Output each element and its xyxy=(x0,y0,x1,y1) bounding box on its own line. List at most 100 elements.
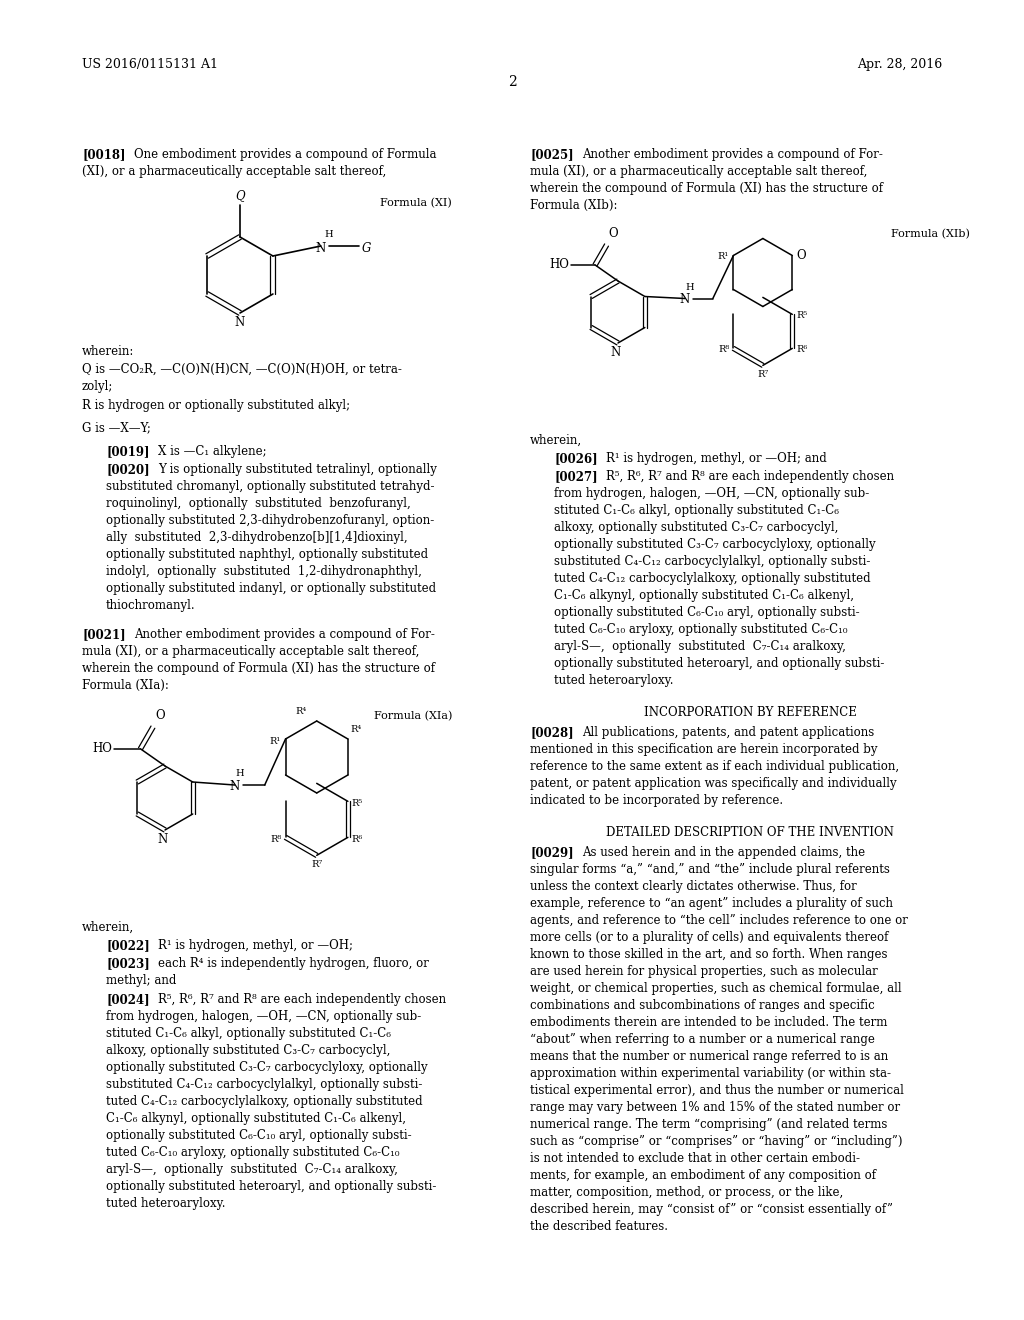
Text: O: O xyxy=(608,227,618,240)
Text: optionally substituted heteroaryl, and optionally substi-: optionally substituted heteroaryl, and o… xyxy=(106,1180,436,1193)
Text: Apr. 28, 2016: Apr. 28, 2016 xyxy=(857,58,942,71)
Text: tuted C₄-C₁₂ carbocyclylalkoxy, optionally substituted: tuted C₄-C₁₂ carbocyclylalkoxy, optional… xyxy=(554,572,870,585)
Text: [0025]: [0025] xyxy=(530,148,573,161)
Text: HO: HO xyxy=(549,259,569,272)
Text: “about” when referring to a number or a numerical range: “about” when referring to a number or a … xyxy=(530,1034,874,1045)
Text: optionally substituted indanyl, or optionally substituted: optionally substituted indanyl, or optio… xyxy=(106,582,436,595)
Text: combinations and subcombinations of ranges and specific: combinations and subcombinations of rang… xyxy=(530,999,874,1012)
Text: R⁴: R⁴ xyxy=(296,708,307,715)
Text: [0028]: [0028] xyxy=(530,726,573,739)
Text: R⁸: R⁸ xyxy=(718,345,729,354)
Text: example, reference to “an agent” includes a plurality of such: example, reference to “an agent” include… xyxy=(530,898,893,909)
Text: approximation within experimental variability (or within sta-: approximation within experimental variab… xyxy=(530,1067,891,1080)
Text: aryl-S—,  optionally  substituted  C₇-C₁₄ aralkoxy,: aryl-S—, optionally substituted C₇-C₁₄ a… xyxy=(554,640,846,653)
Text: numerical range. The term “comprising” (and related terms: numerical range. The term “comprising” (… xyxy=(530,1118,888,1131)
Text: tuted heteroaryloxy.: tuted heteroaryloxy. xyxy=(554,675,674,686)
Text: stituted C₁-C₆ alkyl, optionally substituted C₁-C₆: stituted C₁-C₆ alkyl, optionally substit… xyxy=(106,1027,391,1040)
Text: N: N xyxy=(611,346,622,359)
Text: from hydrogen, halogen, —OH, —CN, optionally sub-: from hydrogen, halogen, —OH, —CN, option… xyxy=(106,1010,421,1023)
Text: Formula (XIa): Formula (XIa) xyxy=(374,711,452,721)
Text: substituted C₄-C₁₂ carbocyclylalkyl, optionally substi-: substituted C₄-C₁₂ carbocyclylalkyl, opt… xyxy=(106,1078,422,1092)
Text: optionally substituted C₃-C₇ carbocyclyloxy, optionally: optionally substituted C₃-C₇ carbocyclyl… xyxy=(106,1061,428,1074)
Text: 2: 2 xyxy=(508,75,516,88)
Text: G: G xyxy=(361,242,372,255)
Text: All publications, patents, and patent applications: All publications, patents, and patent ap… xyxy=(582,726,874,739)
Text: Another embodiment provides a compound of For-: Another embodiment provides a compound o… xyxy=(582,148,883,161)
Text: X is —C₁ alkylene;: X is —C₁ alkylene; xyxy=(158,445,266,458)
Text: mula (XI), or a pharmaceutically acceptable salt thereof,: mula (XI), or a pharmaceutically accepta… xyxy=(530,165,867,178)
Text: substituted chromanyl, optionally substituted tetrahyd-: substituted chromanyl, optionally substi… xyxy=(106,480,434,492)
Text: ally  substituted  2,3-dihydrobenzo[b][1,4]dioxinyl,: ally substituted 2,3-dihydrobenzo[b][1,4… xyxy=(106,531,408,544)
Text: Formula (XI): Formula (XI) xyxy=(380,198,452,209)
Text: wherein the compound of Formula (XI) has the structure of: wherein the compound of Formula (XI) has… xyxy=(82,663,435,675)
Text: methyl; and: methyl; and xyxy=(106,974,176,987)
Text: zolyl;: zolyl; xyxy=(82,380,114,393)
Text: optionally substituted naphthyl, optionally substituted: optionally substituted naphthyl, optiona… xyxy=(106,548,428,561)
Text: R¹ is hydrogen, methyl, or —OH; and: R¹ is hydrogen, methyl, or —OH; and xyxy=(606,451,826,465)
Text: embodiments therein are intended to be included. The term: embodiments therein are intended to be i… xyxy=(530,1016,888,1030)
Text: DETAILED DESCRIPTION OF THE INVENTION: DETAILED DESCRIPTION OF THE INVENTION xyxy=(606,826,894,840)
Text: H: H xyxy=(324,230,333,239)
Text: wherein the compound of Formula (XI) has the structure of: wherein the compound of Formula (XI) has… xyxy=(530,182,883,195)
Text: are used herein for physical properties, such as molecular: are used herein for physical properties,… xyxy=(530,965,878,978)
Text: agents, and reference to “the cell” includes reference to one or: agents, and reference to “the cell” incl… xyxy=(530,913,908,927)
Text: R⁶: R⁶ xyxy=(797,345,808,354)
Text: R⁵, R⁶, R⁷ and R⁸ are each independently chosen: R⁵, R⁶, R⁷ and R⁸ are each independently… xyxy=(606,470,894,483)
Text: optionally substituted C₆-C₁₀ aryl, optionally substi-: optionally substituted C₆-C₁₀ aryl, opti… xyxy=(554,606,859,619)
Text: N: N xyxy=(158,833,168,846)
Text: C₁-C₆ alkynyl, optionally substituted C₁-C₆ alkenyl,: C₁-C₆ alkynyl, optionally substituted C₁… xyxy=(106,1111,406,1125)
Text: N: N xyxy=(315,242,326,255)
Text: wherein,: wherein, xyxy=(82,921,134,935)
Text: substituted C₄-C₁₂ carbocyclylalkyl, optionally substi-: substituted C₄-C₁₂ carbocyclylalkyl, opt… xyxy=(554,554,870,568)
Text: Q is —CO₂R, —C(O)N(H)CN, —C(O)N(H)OH, or tetra-: Q is —CO₂R, —C(O)N(H)CN, —C(O)N(H)OH, or… xyxy=(82,363,401,376)
Text: each R⁴ is independently hydrogen, fluoro, or: each R⁴ is independently hydrogen, fluor… xyxy=(158,957,429,970)
Text: mentioned in this specification are herein incorporated by: mentioned in this specification are here… xyxy=(530,743,878,756)
Text: Formula (XIa):: Formula (XIa): xyxy=(82,678,169,692)
Text: HO: HO xyxy=(92,742,113,755)
Text: Another embodiment provides a compound of For-: Another embodiment provides a compound o… xyxy=(134,628,435,642)
Text: R is hydrogen or optionally substituted alkyl;: R is hydrogen or optionally substituted … xyxy=(82,399,350,412)
Text: INCORPORATION BY REFERENCE: INCORPORATION BY REFERENCE xyxy=(643,706,856,719)
Text: means that the number or numerical range referred to is an: means that the number or numerical range… xyxy=(530,1049,888,1063)
Text: roquinolinyl,  optionally  substituted  benzofuranyl,: roquinolinyl, optionally substituted ben… xyxy=(106,498,411,510)
Text: [0029]: [0029] xyxy=(530,846,573,859)
Text: indolyl,  optionally  substituted  1,2-dihydronaphthyl,: indolyl, optionally substituted 1,2-dihy… xyxy=(106,565,422,578)
Text: N: N xyxy=(229,780,240,792)
Text: thiochromanyl.: thiochromanyl. xyxy=(106,599,196,612)
Text: Formula (XIb):: Formula (XIb): xyxy=(530,199,617,213)
Text: [0022]: [0022] xyxy=(106,939,150,952)
Text: tuted C₄-C₁₂ carbocyclylalkoxy, optionally substituted: tuted C₄-C₁₂ carbocyclylalkoxy, optional… xyxy=(106,1096,423,1107)
Text: Y is optionally substituted tetralinyl, optionally: Y is optionally substituted tetralinyl, … xyxy=(158,463,437,477)
Text: mula (XI), or a pharmaceutically acceptable salt thereof,: mula (XI), or a pharmaceutically accepta… xyxy=(82,645,420,657)
Text: R⁵, R⁶, R⁷ and R⁸ are each independently chosen: R⁵, R⁶, R⁷ and R⁸ are each independently… xyxy=(158,993,446,1006)
Text: from hydrogen, halogen, —OH, —CN, optionally sub-: from hydrogen, halogen, —OH, —CN, option… xyxy=(554,487,869,500)
Text: tuted heteroaryloxy.: tuted heteroaryloxy. xyxy=(106,1197,225,1210)
Text: [0027]: [0027] xyxy=(554,470,598,483)
Text: the described features.: the described features. xyxy=(530,1220,668,1233)
Text: optionally substituted 2,3-dihydrobenzofuranyl, option-: optionally substituted 2,3-dihydrobenzof… xyxy=(106,513,434,527)
Text: R⁴: R⁴ xyxy=(351,725,362,734)
Text: weight, or chemical properties, such as chemical formulae, all: weight, or chemical properties, such as … xyxy=(530,982,901,995)
Text: R⁷: R⁷ xyxy=(757,371,768,379)
Text: N: N xyxy=(234,315,245,329)
Text: H: H xyxy=(686,282,694,292)
Text: tuted C₆-C₁₀ aryloxy, optionally substituted C₆-C₁₀: tuted C₆-C₁₀ aryloxy, optionally substit… xyxy=(106,1146,399,1159)
Text: R⁸: R⁸ xyxy=(270,834,282,843)
Text: optionally substituted C₆-C₁₀ aryl, optionally substi-: optionally substituted C₆-C₁₀ aryl, opti… xyxy=(106,1129,412,1142)
Text: G is —X—Y;: G is —X—Y; xyxy=(82,421,151,434)
Text: described herein, may “consist of” or “consist essentially of”: described herein, may “consist of” or “c… xyxy=(530,1203,893,1216)
Text: wherein,: wherein, xyxy=(530,434,582,447)
Text: reference to the same extent as if each individual publication,: reference to the same extent as if each … xyxy=(530,760,899,774)
Text: R¹: R¹ xyxy=(717,252,728,261)
Text: optionally substituted C₃-C₇ carbocyclyloxy, optionally: optionally substituted C₃-C₇ carbocyclyl… xyxy=(554,539,876,550)
Text: Formula (XIb): Formula (XIb) xyxy=(891,228,970,239)
Text: is not intended to exclude that in other certain embodi-: is not intended to exclude that in other… xyxy=(530,1152,860,1166)
Text: aryl-S—,  optionally  substituted  C₇-C₁₄ aralkoxy,: aryl-S—, optionally substituted C₇-C₁₄ a… xyxy=(106,1163,398,1176)
Text: US 2016/0115131 A1: US 2016/0115131 A1 xyxy=(82,58,218,71)
Text: (XI), or a pharmaceutically acceptable salt thereof,: (XI), or a pharmaceutically acceptable s… xyxy=(82,165,386,178)
Text: C₁-C₆ alkynyl, optionally substituted C₁-C₆ alkenyl,: C₁-C₆ alkynyl, optionally substituted C₁… xyxy=(554,589,854,602)
Text: R⁵: R⁵ xyxy=(352,799,364,808)
Text: [0024]: [0024] xyxy=(106,993,150,1006)
Text: N: N xyxy=(680,293,690,306)
Text: Q: Q xyxy=(236,189,245,202)
